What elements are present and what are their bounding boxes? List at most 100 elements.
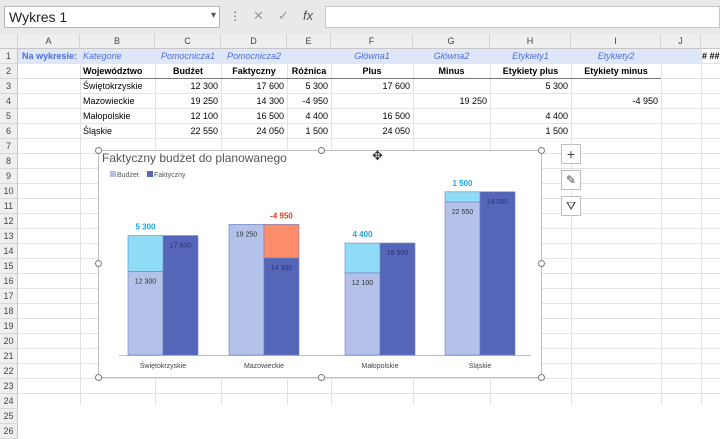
cell-h3[interactable]: 5 300 [545,81,568,91]
cell-h6[interactable]: 1 500 [545,126,568,136]
cell-b3[interactable]: Świętokrzyskie [83,81,143,91]
bar-faktyczny-0[interactable] [162,235,199,356]
cancel-icon[interactable]: ✕ [253,8,264,23]
label-faktyczny-1[interactable]: 14 300 [271,265,293,272]
x-tick-label-0[interactable]: Świętokrzyskie [140,361,186,370]
row-header-17[interactable]: 17 [0,289,18,304]
legend-label-budzet[interactable]: Budżet [117,172,139,179]
resize-handle-tr[interactable] [538,147,545,154]
cell-g3[interactable] [413,79,490,94]
cell-d4[interactable]: 14 300 [256,96,284,106]
cell-overflow[interactable]: # ## [702,51,720,61]
cell-e4[interactable]: -4 950 [302,96,328,106]
row-header-20[interactable]: 20 [0,334,18,349]
column-header-g[interactable]: G [413,34,490,49]
chart-filters-button[interactable]: ⛛ [561,196,581,216]
row-header-8[interactable]: 8 [0,154,18,169]
cell-b1[interactable]: Kategorie [83,51,122,61]
header-minus[interactable]: Minus [438,66,465,76]
chart-title[interactable]: Faktyczny budżet do planowanego [102,151,287,165]
label-budzet-2[interactable]: 12 100 [352,280,374,287]
row-header-13[interactable]: 13 [0,229,18,244]
header-roznica[interactable]: Różnica [291,66,327,76]
cell-e3[interactable]: 5 300 [305,81,328,91]
row-header-23[interactable]: 23 [0,379,18,394]
x-tick-label-3[interactable]: Śląskie [469,361,492,370]
row-header-2[interactable]: 2 [0,64,18,79]
cell-i4[interactable]: -4 950 [632,96,658,106]
bar-budzet-1[interactable] [228,224,265,356]
cell-d6[interactable]: 24 050 [256,126,284,136]
cell-g5[interactable] [413,109,490,124]
cell-h5[interactable]: 4 400 [545,111,568,121]
cell-f1[interactable]: Główna1 [354,51,390,61]
column-header-a[interactable]: A [18,34,80,49]
column-header-f[interactable]: F [331,34,413,49]
resize-handle-l[interactable] [95,260,102,267]
column-header-i[interactable]: I [571,34,661,49]
resize-handle-b[interactable] [318,374,325,381]
cell-c3[interactable]: 12 300 [190,81,218,91]
resize-handle-bl[interactable] [95,374,102,381]
row-header-7[interactable]: 7 [0,139,18,154]
bar-faktyczny-3[interactable] [479,191,516,356]
bar-faktyczny-2[interactable] [379,242,416,356]
row-header-26[interactable]: 26 [0,424,18,439]
label-faktyczny-3[interactable]: 24 050 [487,199,509,206]
bar-plus-2[interactable] [344,242,381,274]
cell-g1[interactable]: Główna2 [433,51,470,61]
cell-i3[interactable] [571,79,661,94]
cell-c6[interactable]: 22 550 [190,126,218,136]
header-etykiety-minus[interactable]: Etykiety minus [584,66,648,76]
row-header-22[interactable]: 22 [0,364,18,379]
cell-g6[interactable] [413,124,490,139]
cell-b4[interactable]: Mazowieckie [83,96,135,106]
resize-handle-r[interactable] [538,260,545,267]
resize-handle-br[interactable] [538,374,545,381]
row-header-10[interactable]: 10 [0,184,18,199]
x-tick-label-1[interactable]: Mazowieckie [244,363,284,370]
header-etykiety-plus[interactable]: Etykiety plus [502,66,559,76]
bar-plus-0[interactable] [127,235,164,272]
row-header-11[interactable]: 11 [0,199,18,214]
x-tick-label-2[interactable]: Małopolskie [362,363,399,370]
row-header-3[interactable]: 3 [0,79,18,94]
cell-c5[interactable]: 12 100 [190,111,218,121]
header-faktyczny[interactable]: Faktyczny [232,66,276,76]
cell-f4[interactable] [331,94,413,109]
row-header-14[interactable]: 14 [0,244,18,259]
cell-f5[interactable]: 16 500 [382,111,410,121]
cell-c1[interactable]: Pomocnicza1 [160,51,216,61]
column-header-j[interactable]: J [661,34,701,49]
bar-minus-1[interactable] [263,224,300,259]
cell-d3[interactable]: 17 600 [256,81,284,91]
header-wojewodztwo[interactable]: Województwo [83,66,143,76]
cell-d1[interactable]: Pomocnicza2 [226,51,282,61]
chart-object[interactable]: Faktyczny budżet do planowanego Budżet F… [95,147,545,381]
label-diff-0[interactable]: 5 300 [135,223,156,232]
label-diff-2[interactable]: 4 400 [352,230,373,239]
cell-h4[interactable] [490,94,571,109]
resize-handle-t[interactable] [318,147,325,154]
bar-faktyczny-1[interactable] [263,257,300,356]
label-budzet-0[interactable]: 12 300 [135,279,157,286]
row-header-21[interactable]: 21 [0,349,18,364]
header-plus[interactable]: Plus [362,66,382,76]
cell-f6[interactable]: 24 050 [382,126,410,136]
cell-a1[interactable]: Na wykresie: [21,51,77,61]
row-header-1[interactable]: 1 [0,49,18,64]
row-header-5[interactable]: 5 [0,109,18,124]
column-header-k[interactable] [701,34,720,49]
row-header-18[interactable]: 18 [0,304,18,319]
column-header-d[interactable]: D [221,34,287,49]
cell-i5[interactable] [571,109,661,124]
bar-budzet-2[interactable] [344,272,381,356]
chevron-down-icon[interactable]: ▾ [210,10,216,21]
cell-c4[interactable]: 19 250 [190,96,218,106]
row-header-25[interactable]: 25 [0,409,18,424]
row-header-19[interactable]: 19 [0,319,18,334]
label-diff-3[interactable]: 1 500 [452,179,473,188]
bar-budzet-3[interactable] [444,201,481,356]
cell-e6[interactable]: 1 500 [305,126,328,136]
header-budzet[interactable]: Budżet [173,66,203,76]
